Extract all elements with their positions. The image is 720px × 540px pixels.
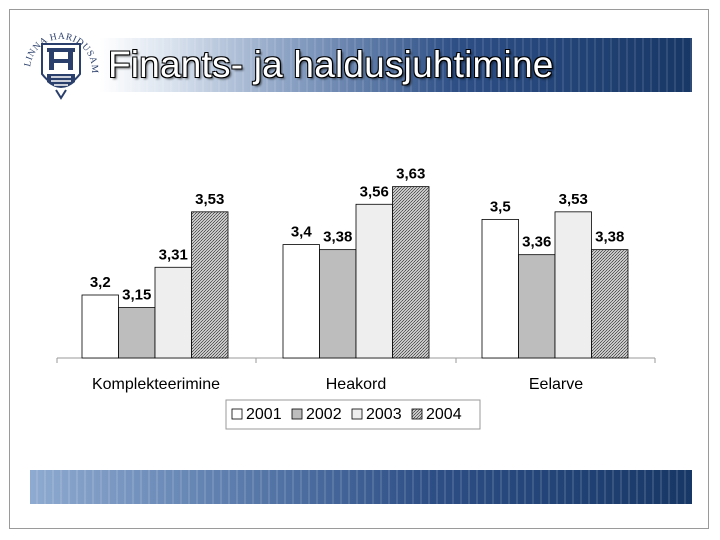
legend-label: 2003 [366, 406, 402, 423]
data-label: 3,63 [396, 166, 425, 183]
bar-eelarve-2002 [518, 254, 556, 359]
data-label: 3,38 [323, 229, 352, 246]
data-label: 3,15 [122, 287, 151, 304]
bar-eelarve-2001 [481, 218, 519, 359]
data-label: 3,4 [291, 224, 313, 241]
bar-komplekteerimine-2003 [154, 266, 192, 359]
bar-heakord-2002 [319, 249, 357, 359]
legend-swatch-2001 [231, 408, 243, 420]
bar-komplekteerimine-2001 [81, 294, 119, 359]
legend-swatch-2004 [411, 408, 423, 420]
legend-label: 2004 [426, 406, 462, 423]
bar-heakord-2003 [355, 203, 393, 359]
bar-heakord-2001 [282, 244, 320, 359]
data-label: 3,2 [90, 274, 111, 291]
data-label: 3,31 [159, 246, 188, 263]
data-label: 3,38 [595, 229, 624, 246]
legend-swatch-2002 [291, 408, 303, 420]
bar-heakord-2004 [392, 186, 430, 359]
chart-legend: 2001 2002 2003 2004 [225, 399, 481, 430]
title-band [100, 38, 692, 92]
bar-eelarve-2004 [591, 249, 629, 359]
data-label: 3,53 [559, 191, 588, 208]
data-label: 3,5 [490, 198, 511, 215]
slide-title: Finants- ja haldusjuhtimine [108, 44, 554, 85]
bar-komplekteerimine-2004 [191, 211, 229, 359]
slide-frame [9, 9, 709, 529]
legend-label: 2001 [246, 406, 282, 423]
bar-komplekteerimine-2002 [118, 307, 156, 359]
data-label: 3,56 [360, 183, 389, 200]
legend-label: 2002 [306, 406, 342, 423]
legend-swatch-2003 [351, 408, 363, 420]
plot-area: 3,2 3,15 3,31 3,53 Komplekteerimine 3,4 3,38 3,… [56, 166, 656, 393]
category-label: Komplekteerimine [92, 376, 220, 393]
footer-band [30, 470, 692, 504]
bar-eelarve-2003 [554, 211, 592, 359]
data-label: 3,53 [195, 191, 224, 208]
category-label: Eelarve [529, 376, 583, 393]
category-label: Heakord [326, 376, 386, 393]
tallinna-haridusamet-logo: TALLINNA HARIDUSAMET [20, 18, 98, 100]
logo-emblem [41, 43, 81, 100]
data-label: 3,36 [522, 234, 551, 251]
